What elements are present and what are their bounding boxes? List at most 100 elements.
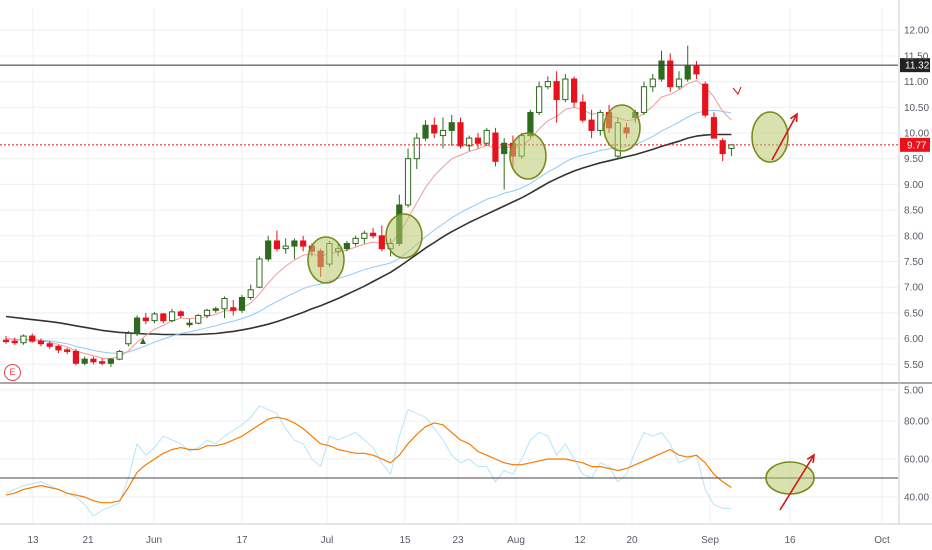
candle: [291, 238, 298, 259]
x-tick-label: 20: [626, 535, 638, 546]
price-tick-label: 7.50: [904, 257, 924, 268]
candle: [230, 300, 237, 316]
x-tick-label: 16: [784, 535, 796, 546]
candle-body: [693, 65, 700, 75]
candle: [597, 109, 604, 136]
indicator-up-arrow-head: [806, 453, 815, 464]
candle-body: [483, 129, 490, 144]
price-up-arrow: [771, 113, 798, 161]
candle-body: [658, 60, 665, 80]
candle: [501, 138, 508, 190]
candle-body: [597, 111, 604, 131]
candle-body: [256, 258, 263, 288]
candle-body: [536, 86, 543, 113]
resistance-price-label: 11.32: [905, 61, 930, 72]
candle: [177, 310, 184, 319]
candle-body: [151, 313, 158, 322]
candle: [693, 61, 700, 80]
candle-body: [247, 289, 254, 298]
candle-body: [352, 237, 359, 245]
candle-body: [55, 345, 62, 351]
indicator-up-arrow: [779, 454, 815, 511]
candle-body: [439, 129, 447, 137]
x-tick-label: Aug: [507, 535, 525, 546]
candle: [282, 238, 289, 254]
candle-body: [649, 78, 656, 88]
candle-body: [186, 322, 193, 326]
candle-body: [64, 349, 71, 352]
highlight-ellipse: [307, 236, 345, 284]
candle-body: [116, 350, 123, 360]
price-tick-label: 5.00: [904, 386, 924, 397]
candle-body: [195, 314, 202, 324]
price-tick-label: 11.00: [904, 77, 929, 88]
candle: [571, 76, 578, 108]
candle-body: [369, 232, 377, 237]
candle-body: [265, 240, 272, 260]
candle: [256, 256, 263, 289]
candle-body: [11, 340, 18, 344]
candle: [588, 109, 595, 139]
price-tick-label: 11.50: [904, 51, 929, 62]
candle: [448, 115, 455, 146]
candle: [544, 76, 551, 90]
candle: [20, 334, 27, 345]
highlight-ellipse: [509, 132, 547, 180]
candle: [579, 94, 586, 123]
candle-body: [474, 137, 482, 144]
candle-body: [588, 119, 595, 131]
price-tick-label: 8.00: [904, 231, 924, 242]
candle: [151, 311, 158, 324]
candle-body: [142, 317, 149, 322]
candle-body: [404, 158, 412, 206]
candle: [186, 319, 193, 328]
candle-body: [684, 65, 691, 80]
candle: [238, 294, 246, 313]
candlesticks[interactable]: [2, 45, 735, 367]
candle: [675, 71, 683, 90]
candle: [474, 133, 482, 149]
grid-lines: [0, 8, 898, 523]
candle: [492, 127, 499, 167]
annotations[interactable]: [140, 86, 815, 511]
candle: [203, 308, 211, 319]
candle: [404, 148, 412, 208]
price-tick-label: 9.00: [904, 180, 924, 191]
candle-body: [728, 144, 735, 149]
price-tick-label: 8.50: [904, 206, 924, 217]
highlight-ellipse: [385, 213, 423, 259]
candle-body: [107, 358, 114, 364]
candle-body: [544, 81, 551, 88]
highlight-ellipse: [603, 104, 641, 152]
x-tick-label: Oct: [874, 535, 890, 546]
candle: [466, 135, 473, 151]
candle-body: [221, 298, 228, 310]
x-tick-label: 13: [27, 535, 39, 546]
price-tick-label: 9.50: [904, 154, 924, 165]
candle: [413, 133, 420, 169]
candle: [702, 81, 709, 118]
horizontal-levels[interactable]: 11.32 9.77: [0, 58, 930, 479]
candle: [719, 138, 726, 162]
candle-body: [125, 332, 132, 345]
candle: [684, 45, 691, 82]
candle: [658, 50, 665, 82]
candle: [221, 296, 228, 319]
candle-body: [710, 117, 718, 139]
candle-body: [422, 124, 429, 139]
candle-body: [571, 78, 578, 103]
candle-body: [579, 101, 586, 121]
candle: [640, 81, 648, 116]
price-tick-label: 6.50: [904, 308, 924, 319]
candle: [168, 308, 176, 323]
x-tick-label: 17: [236, 535, 248, 546]
rsi-fast-line: [5, 405, 732, 517]
candle: [125, 330, 132, 347]
candle-body: [99, 361, 106, 364]
candle-body: [2, 339, 10, 343]
x-tick-label: Sep: [701, 535, 719, 546]
earnings-marker[interactable]: E: [4, 364, 21, 381]
candle: [300, 235, 307, 252]
